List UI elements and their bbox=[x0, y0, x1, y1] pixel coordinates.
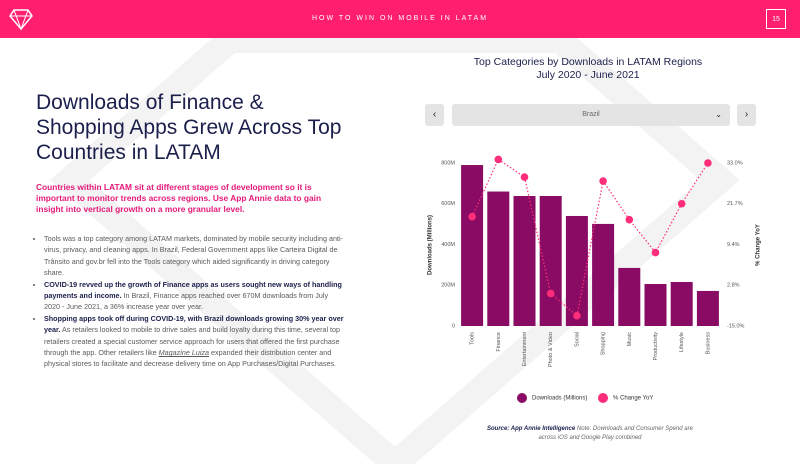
line bbox=[471, 158, 709, 317]
bullet-text: Shopping apps took off during COVID-19, … bbox=[44, 313, 344, 335]
header-title: HOW TO WIN ON MOBILE IN LATAM bbox=[311, 15, 489, 22]
bar bbox=[565, 215, 588, 326]
chart-title: Top Categories by Downloads in LATAM Reg… bbox=[474, 56, 702, 68]
bullet: Shopping apps took off during COVID-19, … bbox=[44, 313, 344, 370]
point bbox=[625, 215, 634, 224]
bar bbox=[461, 165, 484, 326]
header-bar: HOW TO WIN ON MOBILE IN LATAM 15 bbox=[0, 0, 800, 38]
legend-label: % Change YoY bbox=[613, 396, 653, 402]
point bbox=[468, 212, 476, 221]
y-tick-label: 400M bbox=[441, 242, 455, 248]
x-tick-label: Photo & Video bbox=[548, 332, 554, 367]
link[interactable]: Magazine Luiza bbox=[158, 348, 210, 358]
bar bbox=[696, 290, 719, 326]
prev-button[interactable]: ‹ bbox=[425, 104, 444, 126]
y2-tick-label: 2.8% bbox=[727, 283, 740, 289]
chart-subtitle: July 2020 - June 2021 bbox=[536, 69, 639, 81]
x-tick-label: Lifestyle bbox=[679, 332, 685, 352]
y-tick-label: 600M bbox=[441, 201, 455, 207]
bullet-text: Tools was a top category among LATAM mar… bbox=[44, 234, 343, 278]
x-tick-label: Social bbox=[574, 332, 580, 347]
point bbox=[573, 311, 581, 320]
bar bbox=[644, 284, 667, 326]
y-tick-label: 800M bbox=[441, 160, 455, 166]
bullet: COVID-19 revved up the growth of Finance… bbox=[44, 279, 344, 313]
region-select[interactable]: Brazil ⌄ bbox=[452, 104, 730, 126]
bullet-text: COVID-19 revved up the growth of Finance… bbox=[44, 279, 342, 301]
y-tick-label: 0 bbox=[452, 323, 455, 329]
legend-label: Downloads (Millions) bbox=[532, 396, 587, 402]
bullet-text: In Brazil, Finance apps reached over 670… bbox=[44, 291, 329, 312]
x-tick-label: Business bbox=[705, 332, 711, 355]
x-tick-label: Music bbox=[627, 332, 633, 347]
x-tick-label: Tools bbox=[470, 332, 476, 345]
point bbox=[520, 173, 529, 181]
y-tick-label: 200M bbox=[441, 283, 455, 289]
page-number: 15 bbox=[766, 9, 786, 29]
bullet-text: expanded their distribution center and p… bbox=[44, 348, 337, 369]
point bbox=[677, 199, 686, 208]
y2-tick-label: 9.4% bbox=[727, 242, 740, 248]
bullet: Tools was a top category among LATAM mar… bbox=[44, 233, 344, 279]
bar bbox=[618, 267, 641, 326]
point bbox=[704, 159, 712, 167]
point bbox=[494, 155, 503, 164]
y-axis-label: Downloads (Millions) bbox=[428, 215, 434, 275]
source: Source: App Annie Intelligence Note: Dow… bbox=[480, 425, 700, 443]
x-tick-label: Productivity bbox=[653, 332, 659, 361]
bar bbox=[670, 281, 693, 326]
bar bbox=[592, 223, 615, 326]
x-tick-label: Shopping bbox=[601, 332, 607, 355]
legend-swatch bbox=[598, 393, 608, 403]
bullet-text: As retailers looked to mobile to drive s… bbox=[44, 325, 341, 358]
point bbox=[599, 177, 607, 185]
y2-tick-label: 33.0% bbox=[727, 160, 743, 166]
logo bbox=[9, 9, 33, 31]
bar bbox=[487, 191, 510, 326]
point bbox=[651, 248, 660, 257]
y2-axis-label: % Change YoY bbox=[756, 224, 762, 266]
bar bbox=[513, 196, 536, 326]
point bbox=[546, 289, 555, 298]
source-label: Source: App Annie Intelligence bbox=[487, 426, 576, 432]
bullet-list: Tools was a top category among LATAM mar… bbox=[36, 233, 344, 370]
y2-tick-label: -15.0% bbox=[727, 323, 745, 329]
x-tick-label: Finance bbox=[496, 332, 502, 352]
intro: Countries within LATAM sit at different … bbox=[36, 182, 322, 214]
legend-swatch bbox=[517, 393, 527, 403]
select-value: Brazil bbox=[582, 111, 600, 118]
headline: Downloads of Finance & Shopping Apps Gre… bbox=[36, 91, 342, 164]
y2-tick-label: 21.7% bbox=[727, 201, 743, 207]
next-button[interactable]: › bbox=[737, 104, 756, 126]
source-note: Note: Downloads and Consumer Spend are a… bbox=[538, 426, 693, 441]
x-tick-label: Entertainment bbox=[522, 332, 528, 367]
bar bbox=[539, 196, 562, 326]
